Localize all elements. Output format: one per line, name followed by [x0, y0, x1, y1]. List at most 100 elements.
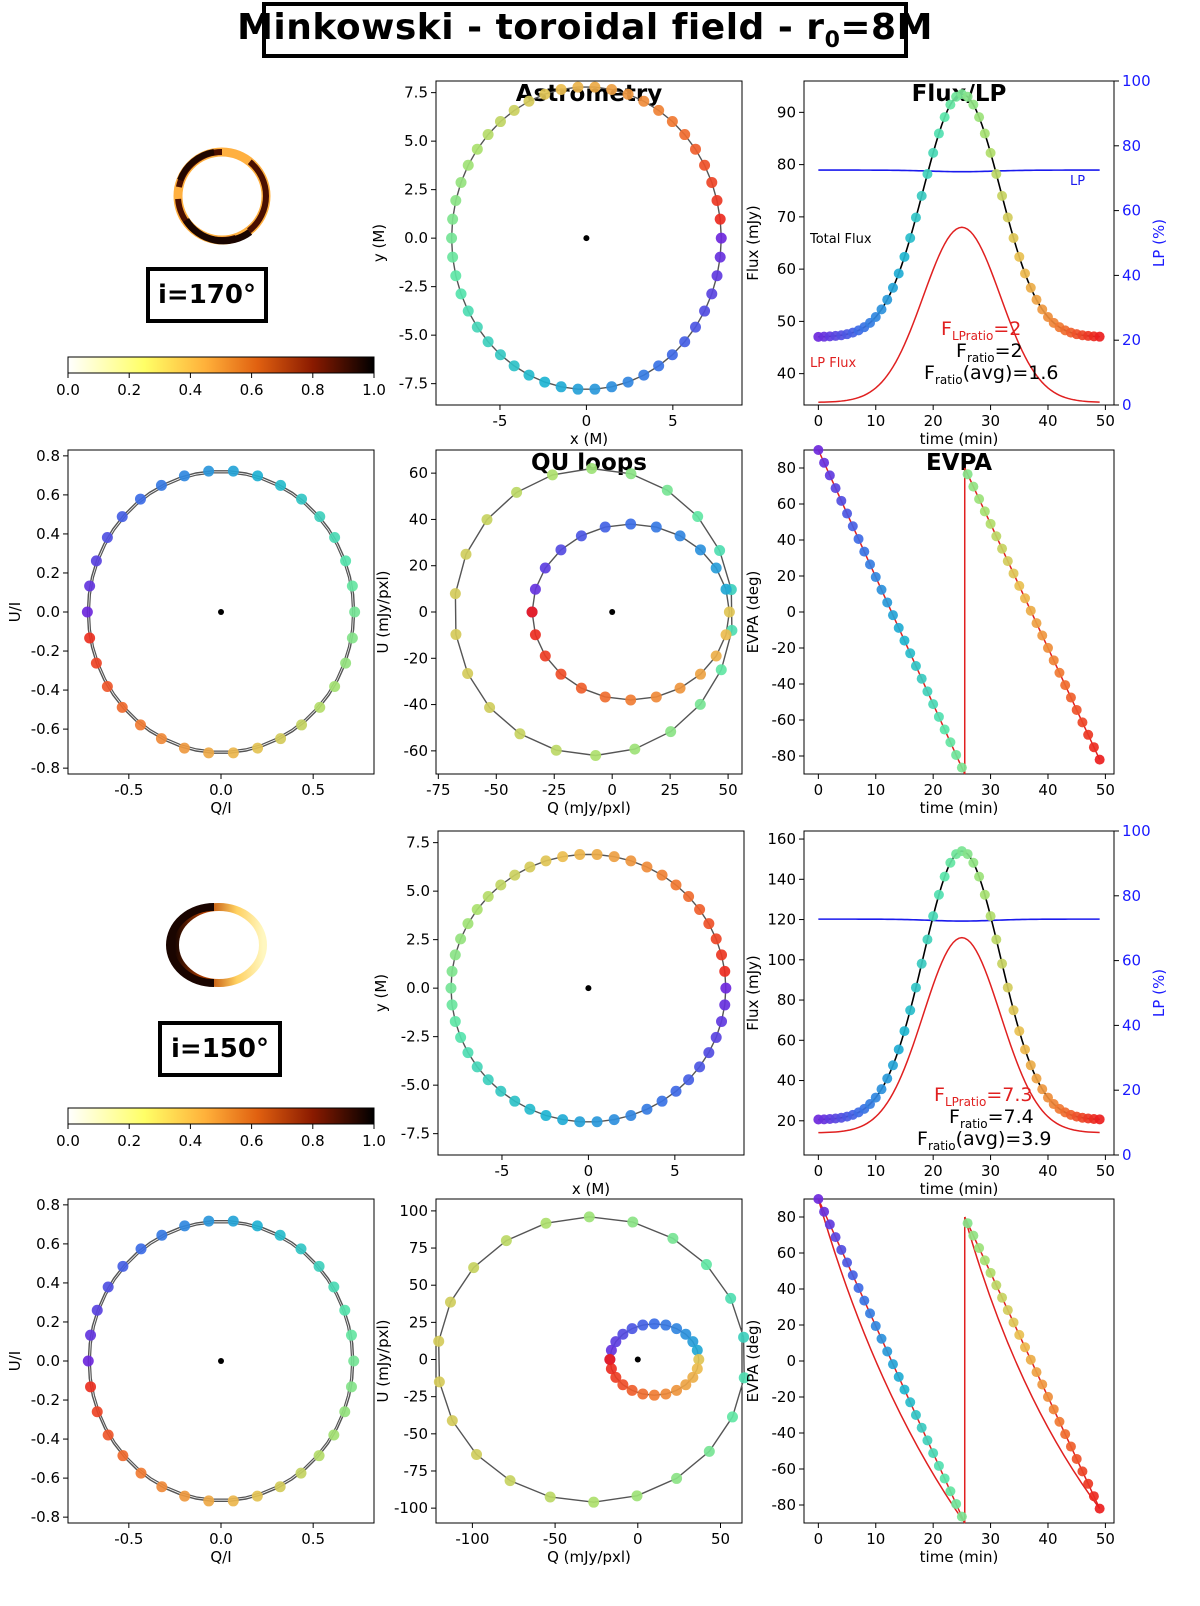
data-point	[653, 104, 665, 116]
data-point	[1014, 1026, 1025, 1037]
tick-label: 0	[418, 1351, 428, 1369]
tick-label: -2.5	[401, 1028, 430, 1046]
tick-label: 50	[409, 1276, 428, 1294]
tick-label: 0.8	[36, 447, 60, 465]
tick-label: -100	[394, 1499, 428, 1517]
data-point	[625, 694, 637, 706]
data-point	[599, 521, 611, 533]
x-axis-label: time (min)	[920, 1548, 999, 1566]
data-point	[836, 1244, 847, 1255]
data-point	[178, 742, 190, 754]
data-point	[514, 728, 526, 740]
tick-label: 60	[409, 464, 428, 482]
data-point	[462, 305, 474, 317]
tick-label: -0.8	[31, 759, 60, 777]
tick-label: -50	[543, 1530, 568, 1548]
data-point	[694, 1061, 706, 1073]
data-point	[738, 1331, 750, 1343]
tick-label: -50	[484, 781, 509, 799]
data-point	[1071, 704, 1082, 715]
data-point	[227, 1495, 239, 1507]
data-point	[1025, 605, 1036, 616]
data-point	[670, 1085, 682, 1097]
data-point	[329, 680, 341, 692]
data-point	[329, 532, 341, 544]
data-point	[1048, 655, 1059, 666]
data-point	[979, 128, 990, 139]
data-point	[715, 664, 727, 676]
tick-label: 0.8	[301, 1132, 325, 1150]
data-point	[714, 545, 726, 557]
data-point	[928, 699, 939, 710]
tick-label: 80	[1122, 887, 1141, 905]
tick-label: 0.0	[406, 979, 430, 997]
center-marker	[609, 609, 616, 615]
data-point	[460, 548, 472, 560]
lp-flux-line	[818, 936, 1100, 1134]
tick-label: 0	[814, 412, 824, 430]
data-point	[1014, 1329, 1025, 1340]
data-point	[455, 176, 467, 188]
data-point	[876, 304, 887, 315]
data-point	[1088, 1491, 1099, 1502]
data-point	[703, 1047, 715, 1059]
data-point	[227, 465, 239, 477]
data-point	[449, 1015, 461, 1027]
tick-label: -0.5	[114, 1530, 143, 1548]
data-point	[251, 1220, 263, 1232]
tick-label: -40	[772, 675, 797, 693]
y-axis-label: EVPA (deg)	[744, 1320, 762, 1403]
data-point	[101, 532, 113, 544]
y2-axis-label: LP (%)	[1150, 219, 1168, 267]
tick-label: 40	[777, 365, 796, 383]
data-point	[102, 1281, 114, 1293]
data-point	[313, 1260, 325, 1272]
data-point	[706, 288, 718, 300]
data-point	[859, 546, 870, 557]
data-point	[819, 457, 830, 468]
data-point	[591, 849, 603, 861]
total-flux-line	[818, 93, 1100, 338]
data-point	[853, 1282, 864, 1293]
data-point	[910, 212, 921, 223]
tick-label: 2.5	[406, 931, 430, 949]
data-point	[134, 493, 146, 505]
tick-label: 50	[777, 312, 796, 330]
y-axis-label: U/I	[6, 602, 24, 622]
data-point	[905, 233, 916, 244]
axes-frame	[803, 80, 1115, 406]
data-point	[979, 1255, 990, 1266]
data-point	[203, 747, 215, 759]
data-point	[997, 958, 1008, 969]
data-point	[605, 1363, 617, 1375]
data-point	[625, 518, 637, 530]
x-axis-label: time (min)	[920, 430, 999, 448]
data-point	[1037, 630, 1048, 641]
data-point	[446, 232, 458, 244]
data-point	[670, 879, 682, 891]
data-point	[916, 673, 927, 684]
data-point	[605, 1344, 617, 1356]
data-point	[660, 1388, 672, 1400]
data-point	[295, 1243, 307, 1255]
data-point	[557, 1114, 569, 1126]
data-point	[870, 1321, 881, 1332]
data-point	[523, 95, 535, 107]
data-point	[604, 1354, 616, 1366]
data-point	[606, 84, 618, 96]
tick-label: -7.5	[401, 1125, 430, 1143]
data-point	[91, 1304, 103, 1316]
data-point	[726, 1411, 738, 1423]
tick-label: -60	[772, 1460, 797, 1478]
inclination-label-150: i=150°	[158, 1021, 282, 1077]
data-point	[227, 747, 239, 759]
data-point	[539, 650, 551, 662]
data-point	[985, 1267, 996, 1278]
tick-label: 80	[777, 1208, 796, 1226]
data-point	[540, 1109, 552, 1121]
data-point	[968, 857, 979, 868]
data-point	[1094, 331, 1105, 342]
x-axis-label: Q (mJy/pxl)	[547, 1548, 631, 1566]
data-point	[928, 911, 939, 922]
data-point	[939, 112, 950, 123]
